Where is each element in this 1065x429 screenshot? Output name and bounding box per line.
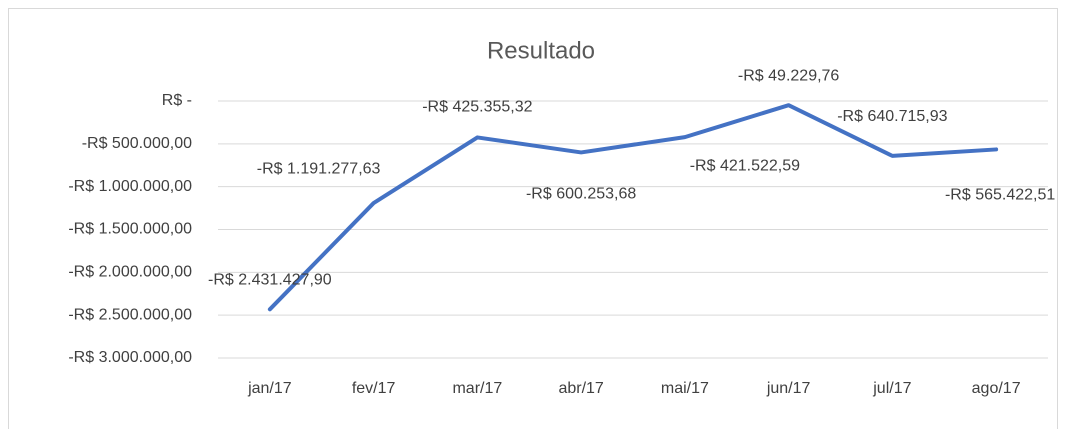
x-tick-label: jun/17 [766, 380, 811, 397]
data-label: -R$ 49.229,76 [738, 67, 840, 84]
data-label: -R$ 565.422,51 [945, 187, 1055, 204]
y-tick-label: -R$ 1.500.000,00 [68, 221, 192, 238]
x-tick-label: mai/17 [661, 380, 709, 397]
chart-title: Resultado [487, 37, 595, 64]
x-tick-label: jan/17 [247, 380, 292, 397]
data-label: -R$ 2.431.427,90 [208, 272, 332, 289]
data-label: -R$ 640.715,93 [837, 108, 947, 125]
y-tick-label: -R$ 500.000,00 [82, 135, 192, 152]
data-label: -R$ 421.522,59 [690, 157, 800, 174]
x-tick-label: ago/17 [972, 380, 1021, 397]
y-tick-label: -R$ 2.500.000,00 [68, 306, 192, 323]
y-tick-label: -R$ 1.000.000,00 [68, 178, 192, 195]
data-label: -R$ 425.355,32 [422, 99, 532, 116]
x-tick-label: fev/17 [352, 380, 396, 397]
y-tick-label: -R$ 2.000.000,00 [68, 264, 192, 281]
line [267, 103, 999, 312]
x-tick-label: mar/17 [452, 380, 502, 397]
y-tick-label: R$ - [162, 92, 192, 109]
chart-frame [8, 8, 1058, 429]
data-label: -R$ 1.191.277,63 [257, 160, 381, 177]
y-tick-label: -R$ 3.000.000,00 [68, 349, 192, 366]
x-tick-label: abr/17 [558, 380, 603, 397]
data-label: -R$ 600.253,68 [526, 186, 636, 203]
x-tick-label: jul/17 [872, 380, 911, 397]
